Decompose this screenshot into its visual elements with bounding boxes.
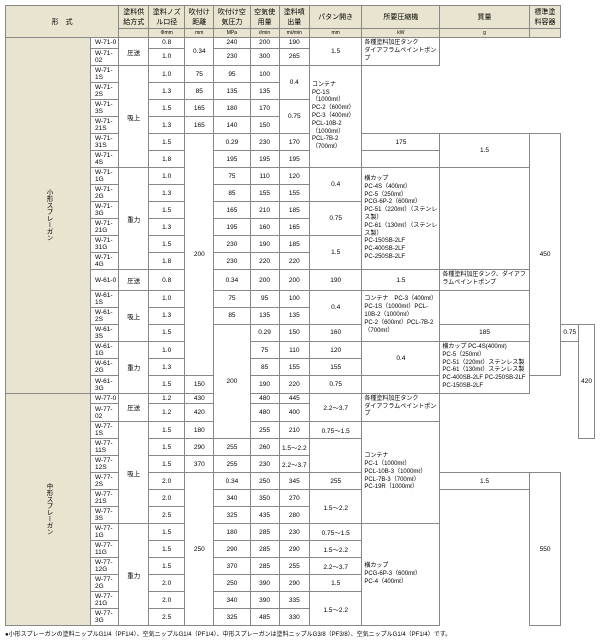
model-cell: W-71-3S xyxy=(91,100,119,117)
model-cell: W-61-0 xyxy=(91,270,119,291)
model-cell: W-71-2G xyxy=(91,185,119,202)
model-cell: W-71-21S xyxy=(91,117,119,134)
model-cell: W-71-4G xyxy=(91,253,119,270)
model-cell: W-61-1G xyxy=(91,341,119,358)
model-cell: W-77-11S xyxy=(91,439,119,456)
model-cell: W-77-1S xyxy=(91,422,119,439)
model-cell: W-71-2S xyxy=(91,83,119,100)
model-cell: W-71-02 xyxy=(91,48,119,66)
model-cell: W-61-2G xyxy=(91,359,119,376)
model-cell: W-77-21G xyxy=(91,592,119,609)
model-cell: W-61-3S xyxy=(91,324,119,341)
model-cell: W-71-1G xyxy=(91,168,119,185)
model-cell: W-61-2S xyxy=(91,307,119,324)
model-cell: W-71-3G xyxy=(91,202,119,219)
spec-table: 形 式塗料供給方式塗料ノズル口径吹付け距離吹付け空気圧力空気使用量塗料噴出量パタ… xyxy=(5,5,595,626)
model-cell: W-71-31S xyxy=(91,134,119,151)
model-cell: W-71-4S xyxy=(91,151,119,168)
model-cell: W-77-0 xyxy=(91,393,119,404)
model-cell: W-77-21S xyxy=(91,490,119,507)
model-cell: W-77-1G xyxy=(91,524,119,541)
model-cell: W-71-31G xyxy=(91,236,119,253)
model-cell: W-77-12G xyxy=(91,558,119,575)
model-cell: W-77-11G xyxy=(91,541,119,558)
model-cell: W-77-02 xyxy=(91,404,119,422)
model-cell: W-77-3S xyxy=(91,507,119,524)
model-cell: W-71-1S xyxy=(91,66,119,83)
model-cell: W-61-3G xyxy=(91,376,119,393)
model-cell: W-61-1S xyxy=(91,290,119,307)
model-cell: W-71-0 xyxy=(91,38,119,49)
model-cell: W-77-3G xyxy=(91,609,119,626)
model-cell: W-77-2G xyxy=(91,575,119,592)
model-cell: W-77-12S xyxy=(91,456,119,473)
footnote: ●小形スプレーガンの塗料ニップルG1/4（PF1/4）、空気ニップルG1/4（P… xyxy=(5,629,600,638)
model-cell: W-77-2S xyxy=(91,473,119,490)
model-cell: W-71-21G xyxy=(91,219,119,236)
